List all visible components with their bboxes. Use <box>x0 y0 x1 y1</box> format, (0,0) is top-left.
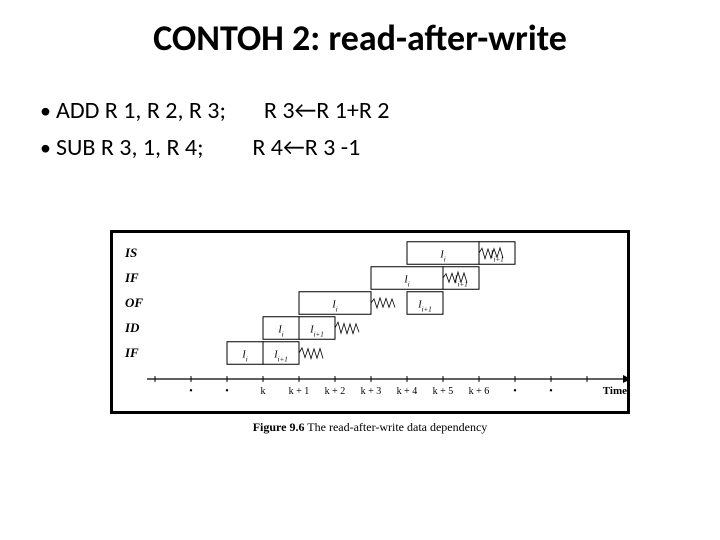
pipeline-figure: IS IF OF ID IF Ii Ii+1 Ii Ii+1 Ii Ii+1 Ii Ii+1 Ii Ii+1… <box>110 230 630 435</box>
svg-text:•: • <box>189 386 193 397</box>
svg-text:OF: OF <box>125 295 143 310</box>
svg-text:Ii: Ii <box>331 299 337 313</box>
svg-text:•: • <box>225 386 229 397</box>
svg-text:Ii+1: Ii+1 <box>453 274 468 288</box>
slide-title: CONTOH 2: read-after-write <box>0 16 720 60</box>
svg-text:IF: IF <box>124 270 139 285</box>
svg-text:IS: IS <box>124 245 137 260</box>
svg-text:•: • <box>549 386 553 397</box>
svg-text:Ii+1: Ii+1 <box>309 324 324 338</box>
svg-text:Ii: Ii <box>277 324 283 338</box>
figure-caption: Figure 9.6 The read-after-write data dep… <box>110 420 630 435</box>
svg-text:k + 6: k + 6 <box>469 386 490 397</box>
svg-text:k + 3: k + 3 <box>361 386 382 397</box>
bullet-sem: R 4←R 3 -1 <box>252 133 360 162</box>
bullet-item: • ADD R 1, R 2, R 3; R 3←R 1+R 2 <box>40 92 389 129</box>
bullet-instr: ADD R 1, R 2, R 3; <box>56 96 226 125</box>
svg-text:Ii+1: Ii+1 <box>489 249 504 263</box>
svg-text:Ii+1: Ii+1 <box>273 349 288 363</box>
svg-text:k + 1: k + 1 <box>289 386 310 397</box>
svg-text:k + 4: k + 4 <box>397 386 418 397</box>
svg-text:ID: ID <box>124 320 140 335</box>
bullet-item: • SUB R 3, 1, R 4; R 4←R 3 -1 <box>40 129 389 166</box>
svg-text:•: • <box>513 386 517 397</box>
svg-text:k + 2: k + 2 <box>325 386 346 397</box>
bullet-list: • ADD R 1, R 2, R 3; R 3←R 1+R 2 • SUB R… <box>40 92 389 166</box>
svg-text:k + 5: k + 5 <box>433 386 454 397</box>
svg-text:IF: IF <box>124 345 139 360</box>
svg-text:Ii: Ii <box>241 349 247 363</box>
pipeline-diagram: IS IF OF ID IF Ii Ii+1 Ii Ii+1 Ii Ii+1 Ii Ii+1 Ii Ii+1… <box>110 230 630 414</box>
svg-text:Time: Time <box>603 385 627 397</box>
svg-text:Ii+1: Ii+1 <box>417 299 432 313</box>
bullet-instr: SUB R 3, 1, R 4; <box>56 133 204 162</box>
figure-caption-text: The read-after-write data dependency <box>307 420 487 434</box>
bullet-sem: R 3←R 1+R 2 <box>264 96 390 125</box>
figure-label: Figure 9.6 <box>253 420 305 434</box>
svg-text:k: k <box>261 386 266 397</box>
svg-text:Ii: Ii <box>403 274 409 288</box>
svg-text:Ii: Ii <box>439 249 445 263</box>
